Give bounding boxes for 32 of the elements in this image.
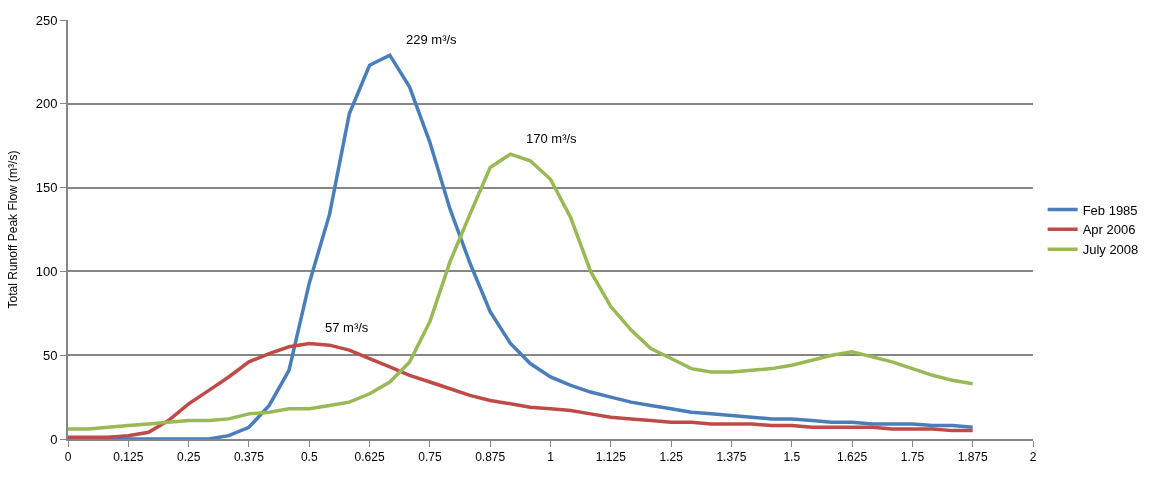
x-tick-label: 1.375 <box>716 450 747 465</box>
y-axis-title: Total Runoff Peak Flow (m³/s) <box>6 150 21 309</box>
x-tick-label: 0.875 <box>475 450 506 465</box>
y-tick-label: 0 <box>50 431 58 447</box>
annotation: 170 m³/s <box>526 131 578 146</box>
legend-label: Apr 2006 <box>1082 222 1136 238</box>
y-tick-label: 200 <box>35 96 58 112</box>
x-tick-label: 0 <box>64 450 72 465</box>
x-tick-label: 1.75 <box>900 450 925 465</box>
x-tick-label: 2 <box>1029 450 1037 465</box>
line-series <box>68 152 975 431</box>
x-tick-label: 0.75 <box>418 450 442 465</box>
annotation: 229 m³/s <box>406 32 458 47</box>
x-tick-label: 0.5 <box>300 450 318 465</box>
annotation: 57 m³/s <box>325 320 369 335</box>
x-tick-label: 1.5 <box>783 450 801 465</box>
legend-label: July 2008 <box>1082 242 1139 258</box>
x-tick-label: 0.125 <box>113 450 144 465</box>
x-tick-label: 0.375 <box>233 450 265 465</box>
x-tick-label: 0.25 <box>176 450 201 465</box>
y-tick-label: 50 <box>42 347 58 363</box>
x-tick-label: 1.25 <box>659 450 684 465</box>
x-tick-label: 1.625 <box>837 450 868 465</box>
x-tick-label: 1.875 <box>957 450 989 465</box>
y-tick-label: 250 <box>35 12 58 28</box>
x-tick-label: 0.625 <box>354 450 385 465</box>
line-series <box>68 341 975 439</box>
x-tick-label: 1 <box>547 450 555 465</box>
x-tick-label: 1.125 <box>595 450 627 465</box>
y-tick-label: 150 <box>35 180 58 196</box>
legend-label: Feb 1985 <box>1082 202 1138 218</box>
y-tick-label: 100 <box>35 263 58 279</box>
